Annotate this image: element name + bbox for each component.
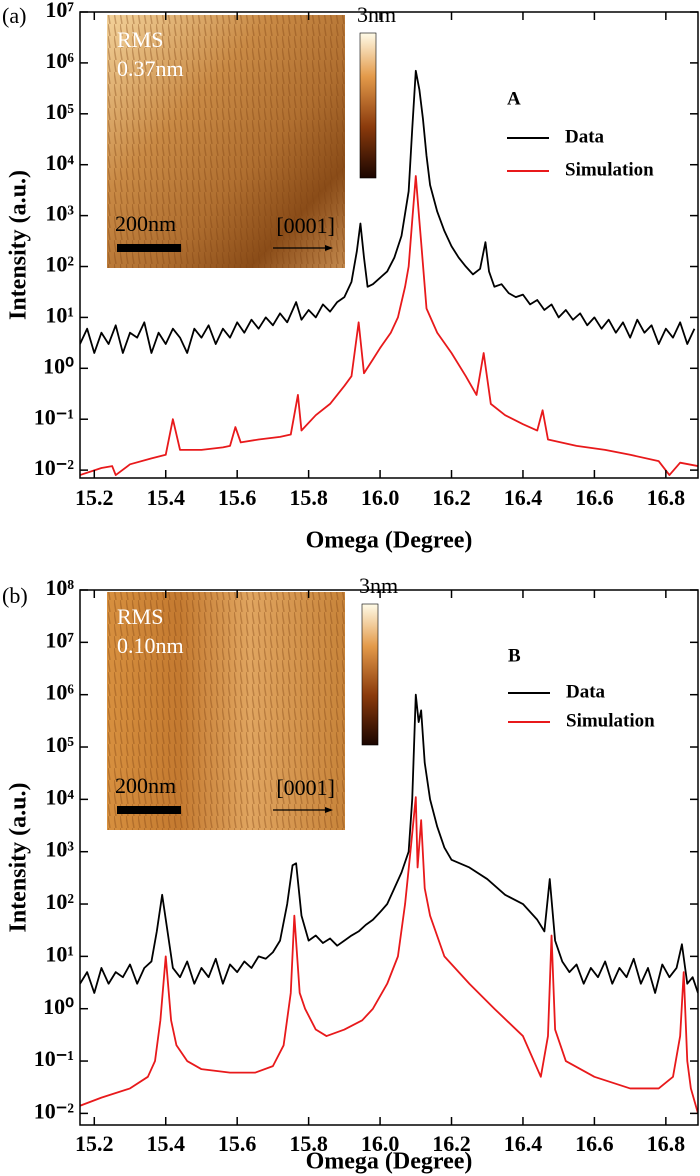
y-tick-label: 10⁴	[45, 784, 74, 809]
x-tick-label: 16.6	[575, 485, 614, 510]
legend-label: Simulation	[565, 159, 654, 180]
y-tick-label: 10¹	[45, 302, 74, 327]
inset-scale-label: 200nm	[115, 773, 176, 798]
y-axis-title: Intensity (a.u.)	[6, 170, 32, 320]
y-tick-label: 10⁵	[45, 99, 74, 124]
x-tick-label: 15.4	[146, 1131, 185, 1156]
arrow-head	[325, 245, 333, 251]
y-tick-label: 10⁷	[45, 627, 74, 652]
x-tick-label: 15.6	[218, 485, 257, 510]
y-tick-label: 10⁻²	[34, 1098, 75, 1123]
inset-rms-label: RMS	[117, 27, 163, 52]
arrow-head	[325, 807, 333, 813]
y-tick-label: 10⁻²	[34, 455, 75, 480]
scale-bar	[117, 244, 181, 252]
colorbar-label: 3nm	[359, 573, 398, 598]
x-tick-label: 15.2	[75, 1131, 114, 1156]
inset-rms-label: RMS	[117, 604, 163, 629]
y-tick-label: 10⁵	[45, 732, 74, 757]
x-tick-label: 15.2	[75, 485, 114, 510]
x-tick-label: 16.2	[432, 485, 471, 510]
y-tick-label: 10⁰	[43, 353, 74, 378]
legend-title: A	[507, 88, 521, 109]
x-tick-label: 16.2	[432, 1131, 471, 1156]
x-tick-label: 16.4	[504, 1131, 543, 1156]
legend-label: Data	[565, 126, 605, 147]
series-line	[80, 796, 698, 1114]
y-tick-label: 10⁶	[45, 48, 74, 73]
panel-label: (b)	[2, 583, 28, 608]
y-tick-label: 10⁶	[45, 680, 74, 705]
inset-rms-value: 0.10nm	[117, 633, 184, 658]
y-tick-label: 10⁴	[45, 150, 74, 175]
y-tick-label: 10¹	[45, 941, 74, 966]
x-tick-label: 15.8	[289, 1131, 328, 1156]
colorbar-label: 3nm	[357, 2, 396, 27]
panel-label: (a)	[2, 3, 26, 28]
plot-lines	[80, 69, 698, 476]
y-tick-label: 10⁻¹	[34, 404, 74, 429]
legend-label: Simulation	[566, 710, 655, 731]
x-tick-label: 15.4	[146, 485, 185, 510]
x-tick-label: 16.8	[647, 1131, 686, 1156]
series-line	[80, 69, 696, 354]
y-tick-label: 10⁰	[43, 994, 74, 1019]
colorbar	[361, 603, 379, 746]
y-tick-label: 10⁸	[45, 575, 74, 600]
inset-texture	[107, 592, 345, 830]
x-tick-label: 16.0	[361, 1131, 400, 1156]
x-tick-label: 15.6	[218, 1131, 257, 1156]
x-tick-label: 16.0	[361, 485, 400, 510]
x-tick-label: 16.4	[504, 485, 543, 510]
inset-direction-label: [0001]	[276, 213, 335, 238]
x-tick-label: 16.6	[575, 1131, 614, 1156]
x-axis-title: Omega (Degree)	[306, 528, 473, 554]
inset-direction-label: [0001]	[276, 775, 335, 800]
x-tick-label: 15.8	[289, 485, 328, 510]
series-line	[80, 693, 698, 994]
y-axis-title: Intensity (a.u.)	[6, 782, 32, 932]
y-tick-label: 10³	[45, 201, 74, 226]
x-axis-title: Omega (Degree)	[306, 1149, 473, 1175]
x-tick-label: 16.8	[647, 485, 686, 510]
plot-frame	[79, 589, 699, 1126]
legend-title: B	[508, 645, 521, 666]
series-line	[80, 175, 698, 476]
plot-lines	[80, 693, 698, 1114]
colorbar	[359, 32, 377, 179]
inset-scale-label: 200nm	[115, 211, 176, 236]
y-tick-label: 10³	[45, 837, 74, 862]
y-tick-label: 10⁻¹	[34, 1046, 74, 1071]
y-tick-label: 10²	[45, 889, 74, 914]
scale-bar	[117, 806, 181, 814]
y-tick-label: 10⁷	[45, 0, 74, 22]
y-tick-label: 10²	[45, 252, 74, 277]
inset-texture	[107, 15, 345, 268]
inset-rms-value: 0.37nm	[117, 56, 184, 81]
legend-label: Data	[566, 681, 606, 702]
plot-frame	[79, 11, 699, 479]
